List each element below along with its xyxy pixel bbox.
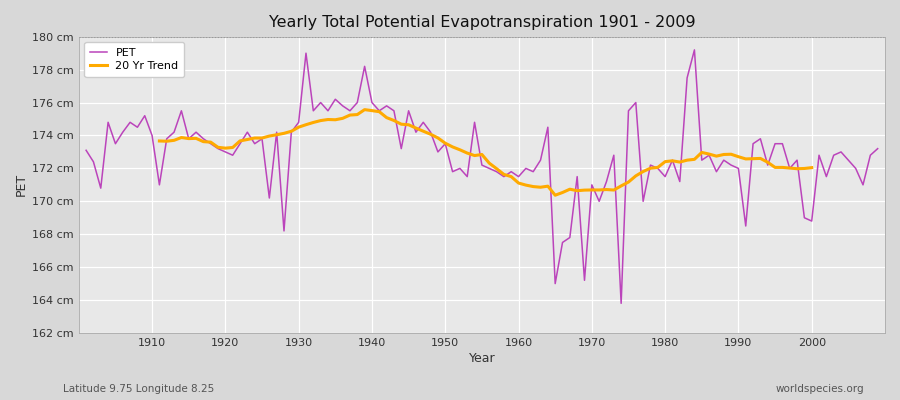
PET — [513, 174, 524, 179]
Text: worldspecies.org: worldspecies.org — [776, 384, 864, 394]
Line: 20 Yr Trend: 20 Yr Trend — [159, 110, 812, 195]
20 Yr Trend — [242, 137, 253, 142]
Y-axis label: PET: PET — [15, 173, 28, 196]
PET — [616, 301, 626, 306]
20 Yr Trend — [806, 165, 817, 170]
Title: Yearly Total Potential Evapotranspiration 1901 - 2009: Yearly Total Potential Evapotranspiratio… — [268, 15, 695, 30]
20 Yr Trend — [352, 112, 363, 117]
20 Yr Trend — [711, 154, 722, 158]
20 Yr Trend — [725, 152, 736, 157]
PET — [301, 51, 311, 56]
PET — [506, 169, 517, 174]
20 Yr Trend — [550, 193, 561, 198]
X-axis label: Year: Year — [469, 352, 495, 365]
Line: PET: PET — [86, 50, 878, 303]
PET — [140, 113, 150, 118]
PET — [872, 146, 883, 151]
Text: Latitude 9.75 Longitude 8.25: Latitude 9.75 Longitude 8.25 — [63, 384, 214, 394]
PET — [345, 108, 356, 113]
PET — [601, 179, 612, 184]
PET — [81, 148, 92, 153]
Legend: PET, 20 Yr Trend: PET, 20 Yr Trend — [85, 42, 184, 77]
20 Yr Trend — [154, 138, 165, 143]
PET — [689, 48, 700, 52]
20 Yr Trend — [623, 180, 634, 184]
20 Yr Trend — [359, 107, 370, 112]
20 Yr Trend — [792, 166, 803, 171]
